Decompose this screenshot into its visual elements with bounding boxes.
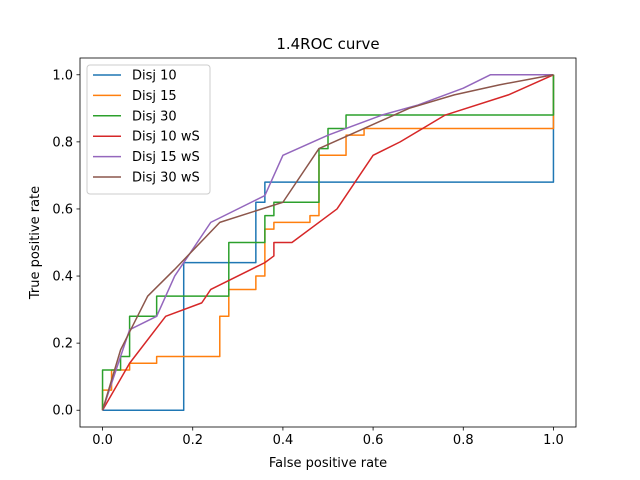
series-line-3 bbox=[101, 74, 554, 411]
y-axis-label: True positive rate bbox=[28, 186, 43, 300]
legend-label-3: Disj 10 wS bbox=[132, 130, 200, 145]
axes-frame bbox=[79, 57, 577, 428]
series-line-5 bbox=[101, 74, 554, 411]
x-tick-label: 0.4 bbox=[273, 433, 294, 448]
series-line-4 bbox=[101, 74, 554, 411]
series-lines bbox=[101, 74, 555, 411]
chart-title: 1.4ROC curve bbox=[276, 35, 379, 53]
y-tick-label: 0.6 bbox=[52, 202, 73, 217]
series-line-0 bbox=[102, 74, 555, 411]
x-tick-label: 0.8 bbox=[453, 433, 474, 448]
legend-label-0: Disj 10 bbox=[132, 69, 177, 84]
y-tick-label: 0.8 bbox=[52, 135, 73, 150]
series-line-2 bbox=[101, 74, 555, 411]
x-tick-label: 1.0 bbox=[543, 433, 564, 448]
legend-label-4: Disj 15 wS bbox=[132, 150, 200, 165]
x-tick-label: 0.0 bbox=[92, 433, 113, 448]
legend-label-1: Disj 15 bbox=[132, 89, 177, 104]
legend-entries: Disj 10 Disj 15 Disj 30 Disj 10 wS Disj 15 w… bbox=[93, 69, 200, 186]
y-axis-ticks: 0.0 0.2 0.4 0.6 0.8 1.0 bbox=[52, 68, 80, 419]
y-tick-label: 0.2 bbox=[52, 337, 73, 352]
legend-label-2: Disj 30 bbox=[132, 109, 177, 124]
x-axis-ticks: 0.0 0.2 0.4 0.6 0.8 1.0 bbox=[92, 427, 564, 448]
legend: Disj 10 Disj 15 Disj 30 Disj 10 wS Disj 15 w… bbox=[86, 64, 211, 195]
legend-label-5: Disj 30 wS bbox=[132, 171, 200, 186]
plot-area: 0.0 0.2 0.4 0.6 0.8 1.0 0.0 0.2 0.4 0.6 0.8 1.0 bbox=[52, 57, 577, 448]
x-axis-label: False positive rate bbox=[269, 456, 387, 471]
y-tick-label: 0.4 bbox=[52, 270, 73, 285]
x-tick-label: 0.2 bbox=[182, 433, 203, 448]
series-line-1 bbox=[101, 74, 555, 411]
y-tick-label: 1.0 bbox=[52, 68, 73, 83]
x-tick-label: 0.6 bbox=[363, 433, 384, 448]
legend-box bbox=[86, 64, 211, 195]
y-tick-label: 0.0 bbox=[52, 404, 73, 419]
